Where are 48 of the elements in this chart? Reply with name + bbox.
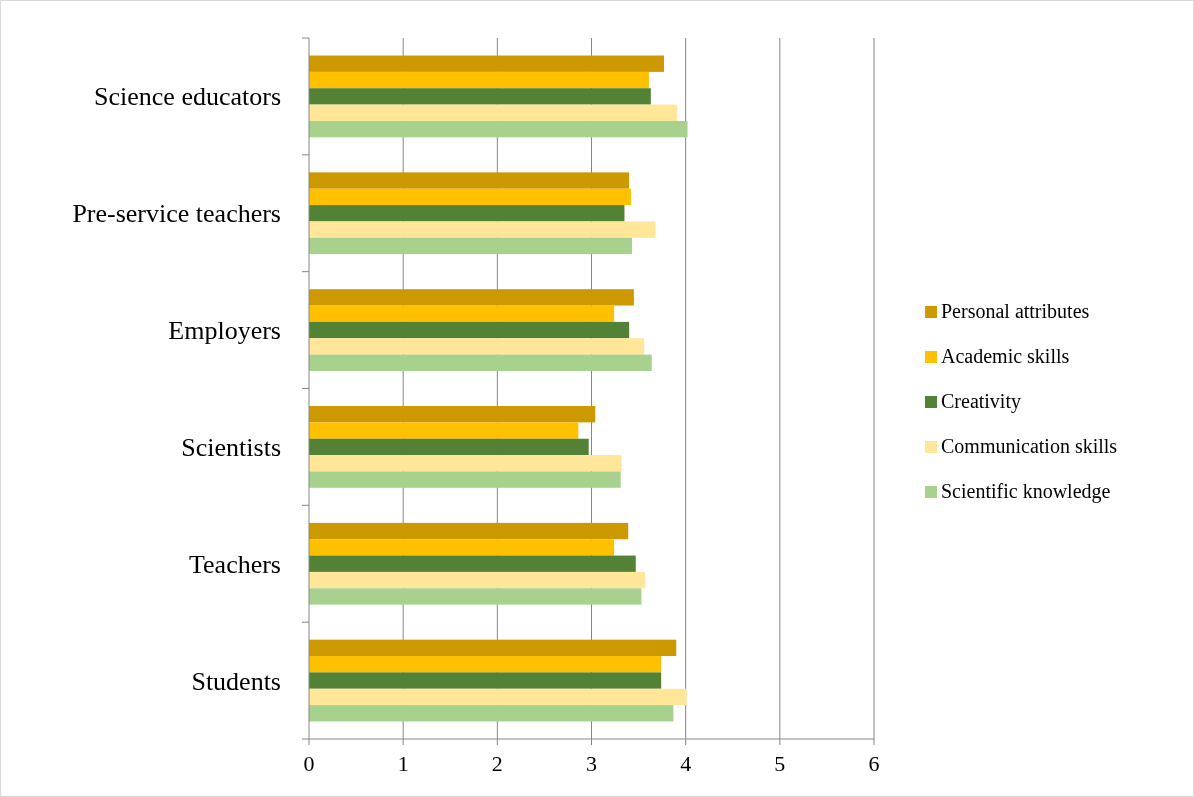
bar xyxy=(309,104,678,121)
bar xyxy=(309,672,662,689)
bar xyxy=(309,205,625,222)
x-tick-label: 0 xyxy=(303,751,315,776)
bar xyxy=(309,471,621,488)
bar xyxy=(309,588,642,605)
y-tick-label: Employers xyxy=(168,316,281,346)
x-tick-label: 5 xyxy=(774,751,786,776)
bar xyxy=(309,188,632,206)
legend-label: Scientific knowledge xyxy=(941,480,1111,503)
y-tick-label: Science educators xyxy=(94,82,281,112)
legend-label: Personal attributes xyxy=(941,300,1090,322)
y-tick-label: Students xyxy=(191,666,281,696)
bar xyxy=(309,88,651,105)
bar xyxy=(309,438,589,456)
bar xyxy=(309,172,630,189)
bar xyxy=(309,571,646,589)
bar xyxy=(309,71,649,89)
x-tick-label: 2 xyxy=(491,751,503,776)
y-tick-label: Pre-service teachers xyxy=(72,199,281,229)
bar xyxy=(309,406,596,423)
bar xyxy=(309,705,674,722)
x-tick-label: 6 xyxy=(868,751,880,776)
y-tick-label: Scientists xyxy=(181,432,281,462)
bar xyxy=(309,289,634,306)
bar xyxy=(309,656,662,673)
legend-label: Creativity xyxy=(941,390,1021,413)
bar xyxy=(309,522,629,540)
bar xyxy=(309,688,687,706)
bar xyxy=(309,305,615,322)
bar xyxy=(309,455,622,472)
bar xyxy=(309,555,636,572)
bar xyxy=(309,321,630,339)
bar xyxy=(309,221,656,238)
bar xyxy=(309,338,645,355)
bar xyxy=(309,120,688,138)
legend-label: Communication skills xyxy=(941,435,1118,457)
bar xyxy=(309,354,652,371)
legend-label: Academic skills xyxy=(941,345,1070,367)
y-tick-label: Teachers xyxy=(188,549,281,579)
bar xyxy=(309,639,677,657)
bar xyxy=(309,422,579,439)
x-tick-label: 4 xyxy=(680,751,692,776)
bar xyxy=(309,55,665,72)
bar xyxy=(309,539,615,556)
x-tick-label: 3 xyxy=(586,751,597,776)
bar xyxy=(309,237,632,255)
x-tick-label: 1 xyxy=(397,751,409,776)
